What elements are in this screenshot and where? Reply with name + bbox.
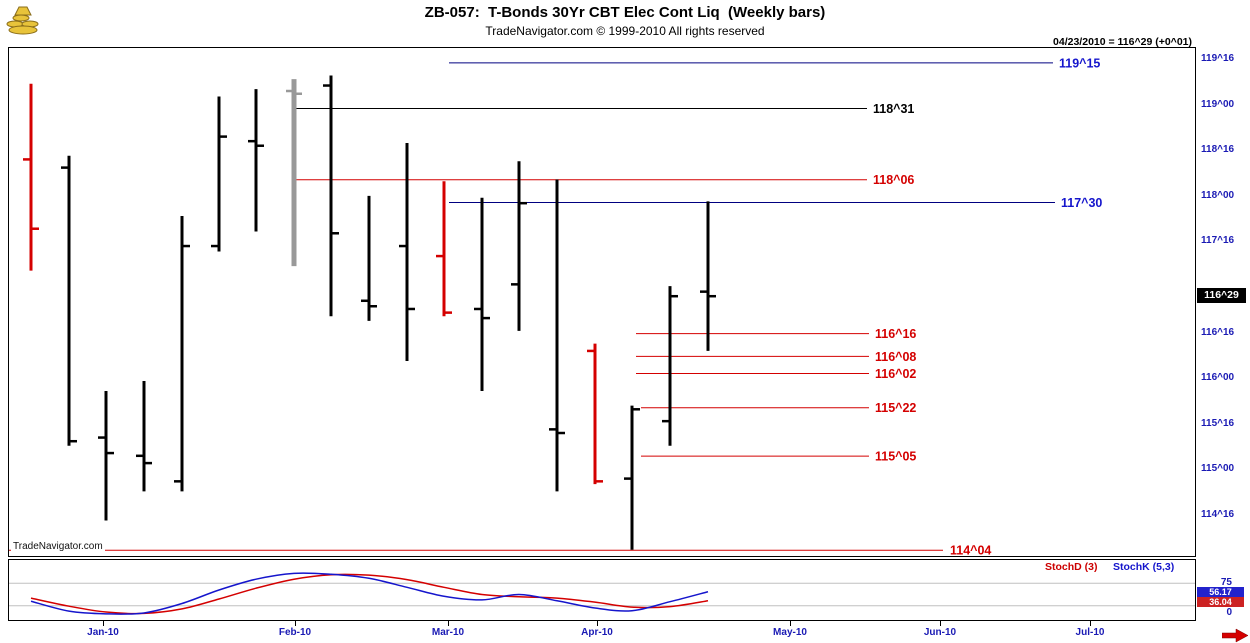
ohlc-bar <box>211 96 227 252</box>
x-axis-label: Jun-10 <box>923 627 957 638</box>
x-axis-tick <box>1090 621 1091 626</box>
watermark: TradeNavigator.com <box>11 541 105 552</box>
ohlc-bar <box>549 179 565 492</box>
ohlc-bar <box>587 343 603 485</box>
price-line-label: 118^06 <box>873 173 914 187</box>
ohlc-bar <box>136 381 152 492</box>
price-line-label: 116^02 <box>875 367 916 381</box>
stochd-value-badge: 36.04 <box>1197 597 1244 607</box>
chart-title: ZB-057: T-Bonds 30Yr CBT Elec Cont Liq (… <box>424 4 826 21</box>
ohlc-bar <box>361 195 377 321</box>
price-line-label: 118^31 <box>873 102 914 116</box>
ohlc-bar <box>61 155 77 446</box>
y-axis-label: 117^16 <box>1201 235 1235 247</box>
stochastic-panel[interactable] <box>8 559 1196 621</box>
x-axis-label: Jan-10 <box>87 627 119 638</box>
stochk-label: StochK (5,3) <box>1113 561 1175 573</box>
price-line-label: 116^08 <box>875 350 916 364</box>
ohlc-bar <box>286 79 302 267</box>
price-chart-canvas[interactable]: 119^15 118^31 118^06 117^30 116^16 116^08 116^… <box>9 48 1195 558</box>
stochk-value-badge: 56.17 <box>1197 587 1244 597</box>
price-chart[interactable]: 119^15 118^31 118^06 117^30 116^16 116^08 116^… <box>8 47 1196 558</box>
ohlc-bar <box>399 142 415 361</box>
price-line-label: 114^04 <box>950 544 991 556</box>
ohlc-bar <box>23 83 39 271</box>
price-line-label: 116^16 <box>875 327 916 341</box>
y-axis-label: 116^00 <box>1201 372 1235 384</box>
last-price-badge: 116^29 <box>1197 288 1246 303</box>
stochastic-canvas[interactable] <box>9 560 1195 620</box>
stochd-label: StochD (3) <box>1045 561 1098 573</box>
y-axis-label: 116^16 <box>1201 326 1235 338</box>
ohlc-bar <box>624 405 640 550</box>
price-line-label: 117^30 <box>1061 196 1102 210</box>
ohlc-bar <box>98 391 114 521</box>
y-axis-label: 114^16 <box>1201 509 1235 520</box>
price-line-label: 115^22 <box>875 401 916 415</box>
price-line-label: 115^05 <box>875 450 916 464</box>
scroll-right-arrow-icon[interactable] <box>1222 628 1249 643</box>
date-price-readout: 04/23/2010 = 116^29 (+0^01) <box>1053 36 1192 48</box>
x-axis-label: Jul-10 <box>1075 627 1105 638</box>
x-axis-tick <box>295 621 296 626</box>
stochk-line <box>30 572 709 615</box>
ohlc-bar <box>662 286 678 446</box>
copyright-subtitle: TradeNavigator.com © 1999-2010 All right… <box>485 24 765 38</box>
y-axis-label: 119^00 <box>1201 98 1235 110</box>
app-logo-icon <box>6 6 39 35</box>
x-axis-tick <box>597 621 598 626</box>
y-axis-label: 115^00 <box>1201 463 1235 475</box>
x-axis-tick <box>790 621 791 626</box>
ohlc-bar <box>511 161 527 331</box>
stoch-scale-75: 75 <box>1220 577 1232 588</box>
ohlc-bar <box>474 197 490 392</box>
ohlc-bar <box>174 215 190 492</box>
x-axis-label: Mar-10 <box>431 627 465 638</box>
x-axis-label: Apr-10 <box>581 627 613 638</box>
x-axis-label: May-10 <box>773 627 807 638</box>
y-axis-label: 118^16 <box>1201 144 1235 156</box>
x-axis-tick <box>940 621 941 626</box>
x-axis-tick <box>448 621 449 626</box>
price-line-label: 119^15 <box>1059 56 1100 70</box>
y-axis-label: 115^16 <box>1201 417 1235 429</box>
stoch-scale-0: 0 <box>1226 607 1232 618</box>
y-axis-label: 119^16 <box>1201 53 1235 64</box>
y-axis-label: 118^00 <box>1201 189 1235 201</box>
stochd-line <box>30 573 709 615</box>
ohlc-bar <box>323 75 339 317</box>
ohlc-bar <box>700 201 716 351</box>
ohlc-bar <box>248 89 264 232</box>
x-axis-label: Feb-10 <box>278 627 312 638</box>
ohlc-bar <box>436 181 452 317</box>
x-axis-tick <box>103 621 104 626</box>
